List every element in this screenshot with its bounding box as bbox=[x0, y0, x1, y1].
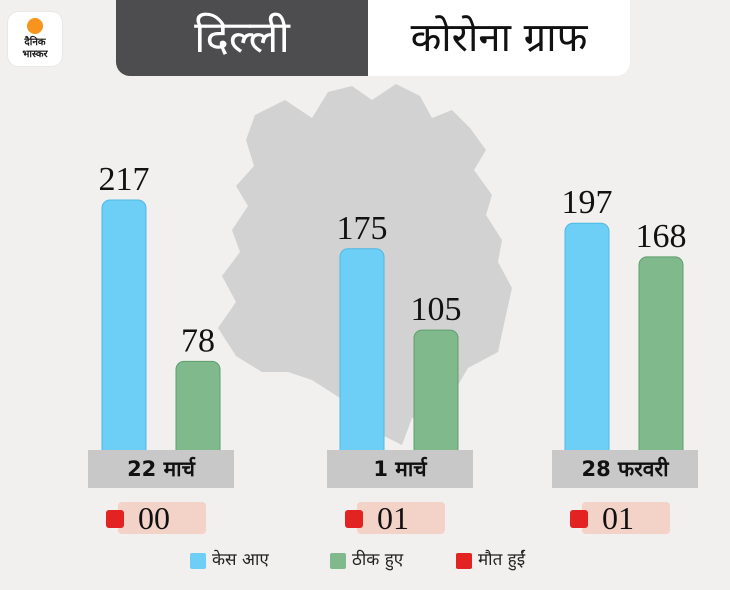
bar-cases-2 bbox=[564, 222, 610, 459]
death-count-value: 00 bbox=[138, 500, 170, 536]
legend-swatch bbox=[330, 553, 346, 569]
death-marker-icon bbox=[106, 510, 124, 528]
legend-label: ठीक हुए bbox=[352, 550, 404, 570]
death-count-1: 01 bbox=[345, 500, 445, 536]
logo-line-2: भास्कर bbox=[22, 49, 48, 60]
data-label-recovered-0: 78 bbox=[181, 322, 215, 359]
dainik-bhaskar-logo: दैनिक भास्कर bbox=[8, 12, 62, 66]
chart-title: कोरोना ग्राफ bbox=[368, 0, 630, 76]
data-label-cases-1: 175 bbox=[337, 210, 388, 247]
death-marker-icon bbox=[345, 510, 363, 528]
legend-swatch bbox=[190, 553, 206, 569]
data-label-cases-0: 217 bbox=[99, 161, 150, 198]
death-count-value: 01 bbox=[377, 500, 409, 536]
sun-icon bbox=[27, 18, 43, 34]
category-label-0: 22 मार्च bbox=[88, 450, 234, 488]
logo-line-1: दैनिक bbox=[24, 37, 46, 48]
category-label-1: 1 मार्च bbox=[327, 450, 473, 488]
bar-cases-1 bbox=[339, 248, 385, 459]
data-label-recovered-2: 168 bbox=[636, 218, 687, 255]
bar-recovered-0 bbox=[175, 360, 221, 459]
category-label-2: 28 फरवरी bbox=[552, 450, 698, 488]
bar-cases-0 bbox=[101, 199, 147, 459]
data-label-cases-2: 197 bbox=[562, 184, 613, 221]
bar-recovered-2 bbox=[638, 256, 684, 459]
death-marker-icon bbox=[570, 510, 588, 528]
bar-recovered-1 bbox=[413, 329, 459, 459]
data-label-recovered-1: 105 bbox=[411, 291, 462, 328]
city-title: दिल्ली bbox=[116, 0, 368, 76]
death-count-value: 01 bbox=[602, 500, 634, 536]
death-count-0: 00 bbox=[106, 500, 206, 536]
legend-label: मौत हुईं bbox=[478, 550, 526, 570]
legend-swatch bbox=[456, 553, 472, 569]
death-count-2: 01 bbox=[570, 500, 670, 536]
legend-label: केस आए bbox=[212, 550, 269, 570]
